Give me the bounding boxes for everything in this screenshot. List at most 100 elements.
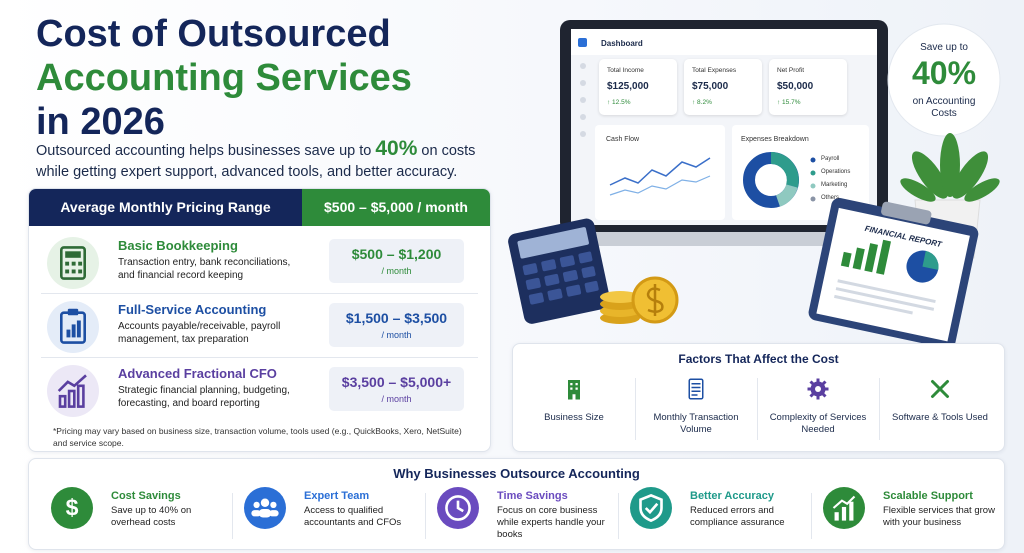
kpi-label: Total Income (607, 67, 644, 74)
reason-icon (244, 487, 286, 529)
legend-label: Others (821, 195, 840, 201)
reason-description: Reduced errors and compliance assurance (690, 505, 785, 528)
pricing-footnote: *Pricing may vary based on business size… (53, 426, 462, 448)
icon-graphic (60, 308, 86, 344)
subtitle-highlight: 40% (375, 137, 418, 160)
donut-segment (770, 152, 799, 188)
service-description: Accounts payable/receivable, payroll man… (118, 321, 281, 345)
cashflow-line (609, 175, 711, 196)
legend-label: Operations (821, 169, 851, 175)
app-icon (578, 38, 587, 47)
icon-graphic (60, 246, 86, 280)
reason-title: Scalable Support (883, 490, 973, 502)
price-unit: / month (381, 266, 412, 276)
reason-divider (425, 493, 426, 539)
row-divider (41, 293, 478, 294)
badge-bottom: on Accounting Costs (912, 96, 976, 119)
service-name: Advanced Fractional CFO (118, 366, 277, 381)
service-description: Strategic financial planning, budgeting,… (118, 385, 290, 409)
screen-topbar (571, 29, 877, 55)
factor-icon (559, 374, 589, 404)
coins (600, 276, 679, 324)
kpi-change: ↑ 8.2% (692, 99, 712, 106)
icon-graphic (931, 380, 949, 398)
price-box: $1,500 – $3,500 / month (329, 303, 464, 347)
price-unit: / month (381, 394, 412, 404)
kpi-label: Net Profit (777, 67, 805, 74)
legend-dots (810, 157, 816, 202)
kpi-change: ↑ 12.5% (607, 99, 631, 106)
reason-divider (618, 493, 619, 539)
sidebar-icons (580, 63, 586, 137)
subtitle-text: Outsourced accounting helps businesses s… (36, 143, 376, 159)
reason-description: Flexible services that grow with your bu… (883, 505, 995, 528)
reason-icon (437, 487, 479, 529)
expenses-title: Expenses Breakdown (741, 136, 809, 143)
icon-graphic (57, 374, 87, 408)
reason-title: Cost Savings (111, 490, 181, 502)
reason-description: Focus on core business while experts han… (497, 505, 605, 540)
donut-segment (775, 183, 798, 207)
service-description: Transaction entry, bank reconciliations,… (118, 257, 291, 281)
service-name: Full-Service Accounting (118, 302, 267, 317)
reasons-title: Why Businesses Outsource Accounting (393, 466, 640, 481)
price: $1,500 – $3,500 (345, 310, 448, 326)
icon-graphic (832, 495, 856, 521)
badge-top: Save up to (920, 42, 968, 53)
icon-graphic (807, 378, 829, 400)
row-icon (47, 301, 99, 353)
row-divider (41, 357, 478, 358)
factor-label: Business Size (544, 412, 604, 423)
reason-divider (232, 493, 233, 539)
factors-panel: Factors That Affect the Cost Business Si… (512, 343, 1005, 452)
reason-title: Better Accuracy (690, 490, 774, 502)
reason-title: Expert Team (304, 490, 370, 502)
title-line: Accounting Services (36, 57, 412, 99)
row-icon (47, 365, 99, 417)
legend-label: Payroll (821, 156, 840, 162)
factor-label: Software & Tools Used (892, 412, 988, 423)
cashflow-line (609, 157, 711, 186)
kpi-value: $125,000 (607, 81, 649, 92)
clipboard (808, 197, 979, 345)
factor-divider (635, 378, 636, 440)
pricing-panel: Average Monthly Pricing Range $500 – $5,… (28, 188, 491, 452)
price: $3,500 – $5,000+ (341, 374, 452, 390)
subtitle: Outsourced accounting helps businesses s… (36, 138, 476, 183)
cashflow-card (595, 125, 725, 220)
kpi-card: Net Profit $50,000 ↑ 15.7% (769, 59, 847, 115)
icon-graphic: $ (66, 494, 79, 520)
factor-label: Monthly Transaction Volume (653, 412, 739, 435)
subtitle-text: on costs while getting expert support, a… (36, 143, 476, 180)
kpi-card: Total Expenses $75,000 ↑ 8.2% (684, 59, 762, 115)
plant-leaves (900, 133, 1000, 202)
factor-divider (879, 378, 880, 440)
kpi-label: Total Expenses (692, 67, 737, 74)
icon-graphic (568, 380, 580, 400)
reason-description: Access to qualified accountants and CFOs (304, 505, 402, 528)
legend-label: Marketing (821, 182, 848, 188)
calculator (508, 218, 611, 324)
badge-value: 40% (911, 55, 977, 91)
icon-graphic (688, 378, 704, 400)
price-box: $500 – $1,200 / month (329, 239, 464, 283)
factor-icon (803, 374, 833, 404)
factor-label: Complexity of Services Needed (769, 412, 867, 435)
reasons-panel: Why Businesses Outsource Accounting $ Cos… (28, 458, 1005, 550)
reason-icon: $ (51, 487, 93, 529)
dashboard-title: Dashboard (601, 39, 643, 48)
kpi-value: $50,000 (777, 81, 814, 92)
service-name: Basic Bookkeeping (118, 238, 238, 253)
pricing-header-label: Average Monthly Pricing Range (29, 189, 302, 226)
title-line: in 2026 (36, 101, 165, 143)
price: $500 – $1,200 (351, 246, 442, 262)
factors-title: Factors That Affect the Cost (678, 352, 839, 366)
cashflow-title: Cash Flow (606, 136, 640, 143)
reason-title: Time Savings (497, 490, 568, 502)
kpi-card: Total Income $125,000 ↑ 12.5% (599, 59, 677, 115)
factor-icon (681, 374, 711, 404)
svg-text:$: $ (66, 494, 79, 520)
title-line: Cost of Outsourced (36, 13, 391, 55)
